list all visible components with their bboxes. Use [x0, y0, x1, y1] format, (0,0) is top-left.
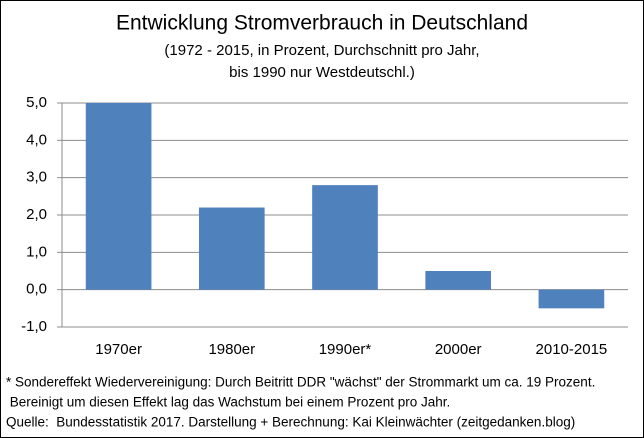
- bar: [312, 185, 378, 290]
- footnote: Bereinigt um diesen Effekt lag das Wachs…: [6, 395, 450, 410]
- y-tick-label: 2,0: [26, 206, 47, 223]
- chart-title: Entwicklung Stromverbrauch in Deutschlan…: [116, 12, 528, 35]
- bar: [538, 289, 605, 309]
- y-tick-label: 1,0: [26, 243, 47, 260]
- footnote: * Sondereffekt Wiedervereinigung: Durch …: [6, 375, 595, 390]
- y-tick-label: 4,0: [26, 131, 47, 148]
- footnote: Quelle: Bundesstatistik 2017. Darstellun…: [6, 415, 575, 430]
- x-tick-label: 2010-2015: [536, 341, 608, 358]
- x-tick-label: 1990er*: [319, 341, 372, 358]
- x-tick-label: 1980er: [208, 341, 255, 358]
- y-tick-label: -1,0: [21, 318, 47, 335]
- y-tick-label: 0,0: [26, 281, 47, 298]
- bar: [85, 103, 152, 290]
- chart-subtitle: bis 1990 nur Westdeutschl.): [229, 64, 415, 81]
- bar: [425, 271, 492, 290]
- y-tick-label: 3,0: [26, 169, 47, 186]
- chart-subtitle: (1972 - 2015, in Prozent, Durchschnitt p…: [164, 42, 479, 59]
- x-tick-label: 1970er: [95, 341, 142, 358]
- x-tick-label: 2000er: [435, 341, 482, 358]
- y-tick-label: 5,0: [26, 94, 47, 111]
- bar: [198, 207, 265, 290]
